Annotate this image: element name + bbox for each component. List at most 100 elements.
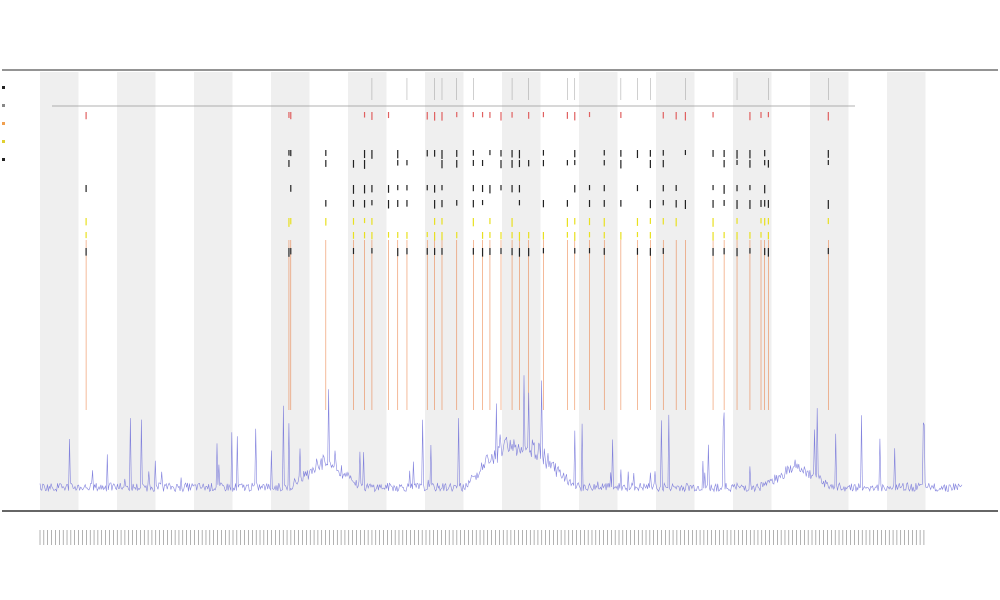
peak-marker xyxy=(434,232,436,241)
peak-marker xyxy=(542,248,545,254)
peak-marker xyxy=(749,185,751,191)
peak-marker xyxy=(518,248,521,257)
peak-marker xyxy=(511,160,513,168)
peak-marker xyxy=(764,218,766,226)
background-band xyxy=(425,72,464,510)
peak-marker xyxy=(472,112,474,118)
peak-marker xyxy=(528,248,530,257)
peak-marker xyxy=(736,185,738,192)
peak-marker xyxy=(481,112,484,118)
peak-marker xyxy=(588,248,591,254)
peak-marker xyxy=(518,160,521,168)
peak-marker xyxy=(760,218,762,224)
legend-swatch xyxy=(2,121,5,125)
peak-marker xyxy=(723,200,725,206)
peak-marker xyxy=(363,200,366,208)
peak-marker xyxy=(528,112,530,119)
peak-marker xyxy=(511,185,513,193)
peak-marker xyxy=(363,150,366,159)
peak-marker xyxy=(574,112,576,121)
peak-marker xyxy=(500,248,502,255)
peak-marker xyxy=(827,200,829,209)
legend-item xyxy=(2,132,20,150)
peak-marker xyxy=(620,232,622,240)
peak-marker xyxy=(662,248,664,254)
peak-marker xyxy=(85,248,87,256)
peak-marker xyxy=(712,248,714,256)
peak-marker xyxy=(406,200,408,207)
peak-marker xyxy=(290,185,292,192)
peak-marker xyxy=(371,185,373,193)
peak-marker xyxy=(675,218,677,227)
peak-marker xyxy=(603,232,605,239)
peak-marker xyxy=(712,150,714,157)
peak-marker xyxy=(387,232,390,238)
peak-marker xyxy=(85,112,87,120)
peak-marker xyxy=(636,218,639,226)
peak-marker xyxy=(574,185,576,193)
background-bands xyxy=(40,72,926,510)
peak-marker xyxy=(712,218,714,227)
peak-marker xyxy=(749,200,751,209)
peak-marker xyxy=(500,112,502,121)
peak-marker xyxy=(764,248,766,256)
peak-marker xyxy=(472,218,474,227)
peak-marker xyxy=(371,200,373,206)
peak-marker xyxy=(518,200,521,206)
background-band xyxy=(348,72,387,510)
peak-marker xyxy=(736,200,738,209)
peak-marker xyxy=(406,248,408,255)
legend-swatch xyxy=(2,157,5,161)
peak-marker xyxy=(387,112,390,119)
peak-marker xyxy=(371,232,373,240)
peak-marker xyxy=(662,160,664,168)
peak-marker xyxy=(603,248,605,255)
peak-marker xyxy=(511,232,513,239)
peak-marker xyxy=(764,160,766,166)
peak-marker xyxy=(352,232,355,239)
legend-swatch xyxy=(2,103,5,107)
peak-marker xyxy=(481,200,484,206)
peak-marker xyxy=(675,185,677,191)
peak-marker xyxy=(675,200,677,208)
peak-marker xyxy=(712,112,714,118)
peak-marker xyxy=(290,150,292,157)
peak-marker xyxy=(387,200,390,209)
peak-marker xyxy=(472,160,474,166)
peak-marker xyxy=(441,200,443,208)
peak-marker xyxy=(662,185,664,192)
background-band xyxy=(733,72,772,510)
peak-marker xyxy=(620,112,622,119)
peak-marker xyxy=(511,248,513,256)
peak-marker xyxy=(528,232,530,239)
peak-marker xyxy=(363,232,366,239)
peak-marker xyxy=(489,218,491,225)
peak-marker xyxy=(288,160,290,167)
peak-marker xyxy=(603,200,605,207)
peak-marker xyxy=(481,232,484,239)
peak-marker xyxy=(441,150,443,159)
peak-marker xyxy=(767,232,769,240)
peak-marker xyxy=(481,160,484,167)
peak-marker xyxy=(397,248,399,257)
peak-marker xyxy=(511,112,513,118)
peak-marker xyxy=(723,248,725,255)
peak-marker xyxy=(588,232,591,238)
peak-marker xyxy=(472,150,474,156)
peak-marker xyxy=(489,232,491,238)
background-band xyxy=(656,72,695,510)
peak-marker xyxy=(649,160,651,169)
peak-marker xyxy=(288,248,290,257)
background-band xyxy=(271,72,310,510)
peak-marker xyxy=(352,218,355,225)
peak-marker xyxy=(574,150,576,158)
peak-marker xyxy=(662,200,664,206)
peak-marker xyxy=(426,112,428,120)
peak-marker xyxy=(749,160,751,168)
peak-marker xyxy=(588,200,591,207)
peak-marker xyxy=(542,150,545,156)
background-band xyxy=(194,72,233,510)
peak-marker xyxy=(489,150,491,156)
peak-marker xyxy=(456,232,458,239)
peak-marker xyxy=(760,200,762,207)
